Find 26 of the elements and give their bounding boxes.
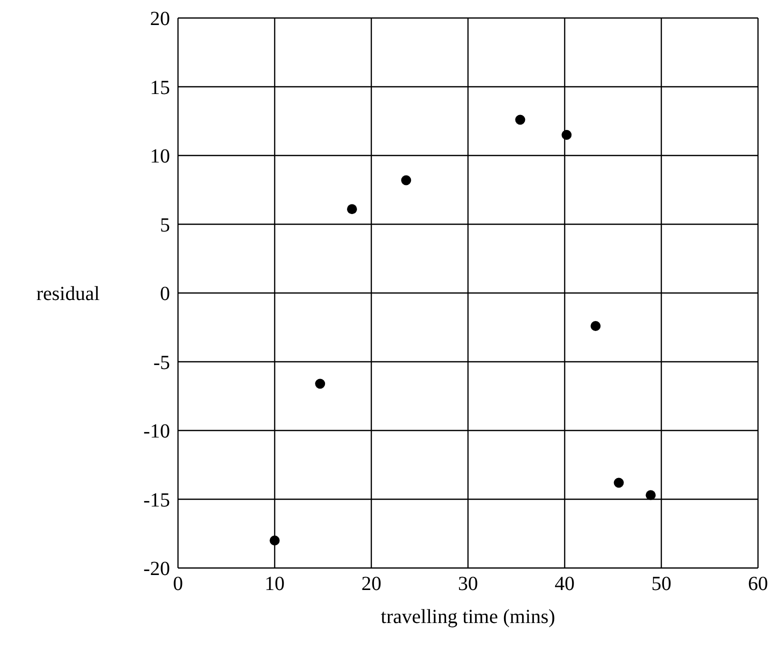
y-tick-label: -15 xyxy=(143,489,170,512)
y-tick-label: 5 xyxy=(160,214,170,236)
point xyxy=(562,130,572,140)
y-tick-label: -5 xyxy=(153,352,170,374)
y-tick-label: 15 xyxy=(150,76,170,99)
point xyxy=(590,321,601,331)
point xyxy=(401,175,412,186)
point xyxy=(270,536,280,546)
y-tick-label: 20 xyxy=(150,8,170,30)
point xyxy=(515,114,526,125)
y-tick-label: -20 xyxy=(143,558,170,580)
y-tick-label: 0 xyxy=(160,283,170,306)
x-tick-label: 10 xyxy=(264,573,285,596)
x-axis-title: travelling time (mins) xyxy=(380,606,556,628)
x-tick-label: 20 xyxy=(361,573,382,596)
x-tick-label: 50 xyxy=(651,573,672,596)
x-tick-label: 40 xyxy=(554,573,575,596)
y-tick-label: -10 xyxy=(143,420,170,443)
point xyxy=(315,378,326,389)
y-tick-label: 10 xyxy=(150,146,170,168)
y-axis-title: residual xyxy=(36,283,100,306)
point xyxy=(646,490,656,500)
x-tick-label: 30 xyxy=(458,573,478,596)
point xyxy=(614,478,624,488)
x-tick-label: 60 xyxy=(748,573,768,596)
point xyxy=(347,204,357,214)
